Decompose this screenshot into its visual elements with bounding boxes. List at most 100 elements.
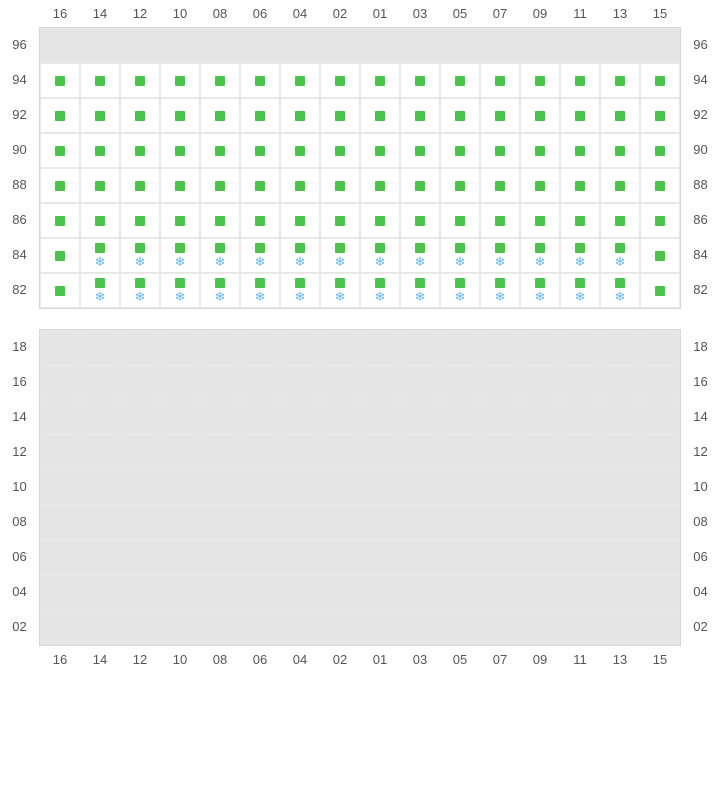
seat-available-with-ac[interactable]: ❄ [400, 238, 440, 273]
seat-available-with-ac[interactable]: ❄ [360, 238, 400, 273]
seat-available-with-ac[interactable]: ❄ [480, 273, 520, 308]
seat-available[interactable] [640, 63, 680, 98]
seat-available[interactable] [560, 168, 600, 203]
seat-available[interactable] [520, 133, 560, 168]
seat-available[interactable] [480, 203, 520, 238]
seat-available[interactable] [560, 63, 600, 98]
seat-available[interactable] [640, 273, 680, 308]
seat-available[interactable] [560, 133, 600, 168]
seat-available[interactable] [120, 98, 160, 133]
seat-available[interactable] [160, 168, 200, 203]
seat-available[interactable] [320, 98, 360, 133]
seat-available[interactable] [40, 168, 80, 203]
seat-available[interactable] [280, 98, 320, 133]
seat-available-with-ac[interactable]: ❄ [80, 238, 120, 273]
seat-available-with-ac[interactable]: ❄ [200, 238, 240, 273]
seat-available[interactable] [160, 133, 200, 168]
seat-available[interactable] [320, 63, 360, 98]
seat-available-with-ac[interactable]: ❄ [520, 273, 560, 308]
seat-available-with-ac[interactable]: ❄ [400, 273, 440, 308]
seat-available[interactable] [320, 203, 360, 238]
seat-available[interactable] [600, 168, 640, 203]
seat-available-with-ac[interactable]: ❄ [240, 273, 280, 308]
seat-available-with-ac[interactable]: ❄ [280, 238, 320, 273]
seat-available[interactable] [200, 168, 240, 203]
seat-available[interactable] [600, 98, 640, 133]
seat-available[interactable] [320, 168, 360, 203]
seat-available[interactable] [240, 133, 280, 168]
seat-available-with-ac[interactable]: ❄ [320, 273, 360, 308]
seat-available[interactable] [560, 203, 600, 238]
seat-available[interactable] [480, 168, 520, 203]
seat-available[interactable] [360, 98, 400, 133]
seat-available[interactable] [280, 63, 320, 98]
seat-available[interactable] [600, 133, 640, 168]
seat-available[interactable] [360, 63, 400, 98]
seat-available[interactable] [120, 203, 160, 238]
seat-available[interactable] [360, 203, 400, 238]
seat-available[interactable] [520, 63, 560, 98]
seat-available-with-ac[interactable]: ❄ [160, 238, 200, 273]
seat-available[interactable] [280, 133, 320, 168]
seat-available[interactable] [80, 203, 120, 238]
seat-available[interactable] [600, 63, 640, 98]
seat-available-with-ac[interactable]: ❄ [600, 238, 640, 273]
seat-available[interactable] [240, 63, 280, 98]
seat-available[interactable] [400, 203, 440, 238]
seat-available[interactable] [640, 238, 680, 273]
seat-available[interactable] [160, 63, 200, 98]
seat-available[interactable] [640, 133, 680, 168]
seat-available[interactable] [120, 168, 160, 203]
seat-available[interactable] [440, 203, 480, 238]
seat-available-with-ac[interactable]: ❄ [280, 273, 320, 308]
seat-available[interactable] [320, 133, 360, 168]
seat-available[interactable] [440, 133, 480, 168]
seat-available[interactable] [640, 203, 680, 238]
seat-available[interactable] [80, 98, 120, 133]
seat-available[interactable] [80, 63, 120, 98]
seat-available[interactable] [40, 273, 80, 308]
seat-available-with-ac[interactable]: ❄ [600, 273, 640, 308]
seat-available[interactable] [400, 63, 440, 98]
seat-available[interactable] [480, 98, 520, 133]
seat-available[interactable] [40, 98, 80, 133]
seat-available[interactable] [520, 98, 560, 133]
seat-available[interactable] [400, 98, 440, 133]
seat-available[interactable] [200, 133, 240, 168]
seat-available[interactable] [120, 63, 160, 98]
seat-available[interactable] [440, 168, 480, 203]
seat-available[interactable] [480, 133, 520, 168]
seat-available[interactable] [200, 63, 240, 98]
seat-available[interactable] [280, 203, 320, 238]
seat-available[interactable] [400, 133, 440, 168]
seat-available-with-ac[interactable]: ❄ [200, 273, 240, 308]
seat-available[interactable] [360, 168, 400, 203]
seat-available-with-ac[interactable]: ❄ [320, 238, 360, 273]
seat-available[interactable] [440, 63, 480, 98]
seat-available[interactable] [160, 98, 200, 133]
seat-available-with-ac[interactable]: ❄ [440, 273, 480, 308]
seat-available[interactable] [200, 203, 240, 238]
seat-available[interactable] [640, 98, 680, 133]
seat-available[interactable] [240, 168, 280, 203]
seat-available[interactable] [640, 168, 680, 203]
seat-available-with-ac[interactable]: ❄ [120, 273, 160, 308]
seat-available[interactable] [520, 203, 560, 238]
seat-available[interactable] [280, 168, 320, 203]
seat-available-with-ac[interactable]: ❄ [520, 238, 560, 273]
seat-available[interactable] [40, 63, 80, 98]
seat-available-with-ac[interactable]: ❄ [80, 273, 120, 308]
seat-available-with-ac[interactable]: ❄ [360, 273, 400, 308]
seat-available-with-ac[interactable]: ❄ [160, 273, 200, 308]
seat-available[interactable] [360, 133, 400, 168]
seat-available[interactable] [80, 168, 120, 203]
seat-available-with-ac[interactable]: ❄ [480, 238, 520, 273]
seat-available[interactable] [240, 203, 280, 238]
seat-available[interactable] [40, 203, 80, 238]
seat-available-with-ac[interactable]: ❄ [120, 238, 160, 273]
seat-available[interactable] [200, 98, 240, 133]
seat-available-with-ac[interactable]: ❄ [240, 238, 280, 273]
seat-available[interactable] [520, 168, 560, 203]
seat-available[interactable] [40, 238, 80, 273]
seat-available-with-ac[interactable]: ❄ [560, 273, 600, 308]
